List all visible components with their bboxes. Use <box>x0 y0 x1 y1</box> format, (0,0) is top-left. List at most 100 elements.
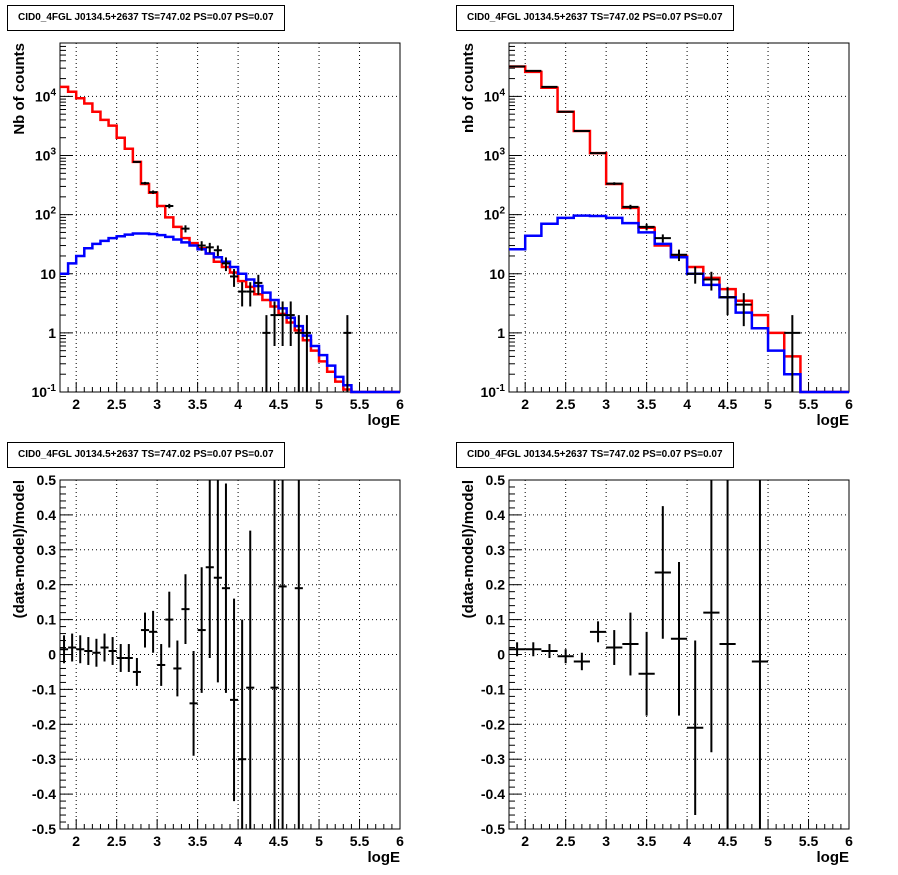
data-point <box>670 562 688 716</box>
x-axis-label: logE <box>368 412 401 429</box>
data-point <box>108 637 117 665</box>
data-point <box>784 315 801 392</box>
x-tick-label: 3.5 <box>188 396 208 412</box>
x-tick-label: 5.5 <box>350 396 370 412</box>
y-tick-label: 0.2 <box>37 577 57 593</box>
data-point <box>589 152 607 155</box>
x-tick-label: 5.5 <box>799 396 819 412</box>
x-tick-label: 2.5 <box>556 833 576 849</box>
plot-pad-residuals-left: CID0_4FGL J0134.5+2637 TS=747.02 PS=0.07… <box>0 437 449 875</box>
x-tick-label: 5 <box>315 396 323 412</box>
x-tick-label: 6 <box>396 396 404 412</box>
y-tick-label: -0.1 <box>32 681 56 697</box>
data-point <box>270 480 279 829</box>
x-tick-label: 5 <box>764 396 772 412</box>
x-tick-label: 4.5 <box>718 396 738 412</box>
data-point <box>589 621 607 643</box>
data-point <box>638 223 655 231</box>
plot-pad-counts-right: CID0_4FGL J0134.5+2637 TS=747.02 PS=0.07… <box>449 0 898 437</box>
data-point <box>181 574 190 645</box>
plot-title: CID0_4FGL J0134.5+2637 TS=747.02 PS=0.07… <box>456 442 734 468</box>
x-tick-label: 2.5 <box>556 396 576 412</box>
data-point <box>68 633 77 662</box>
data-point <box>92 638 101 667</box>
x-tick-label: 5 <box>315 833 323 849</box>
model-source-histogram <box>509 214 849 394</box>
y-axis-label: (data-model)/model <box>11 480 28 618</box>
data-point <box>703 271 720 291</box>
plot-title: CID0_4FGL J0134.5+2637 TS=747.02 PS=0.07… <box>7 442 285 468</box>
data-point <box>149 190 158 194</box>
x-tick-label: 2 <box>521 833 529 849</box>
data-point <box>189 651 198 756</box>
y-tick-label: -0.5 <box>32 821 56 837</box>
y-tick-label: 0 <box>497 647 505 663</box>
y-tick-label: 0.4 <box>486 507 506 523</box>
data-point <box>294 315 303 392</box>
y-tick-label: -0.2 <box>32 716 56 732</box>
data-point <box>205 480 214 658</box>
x-tick-label: 6 <box>396 833 404 849</box>
x-tick-label: 4 <box>234 833 242 849</box>
data-point <box>238 619 247 829</box>
data-point <box>573 652 590 671</box>
x-tick-label: 4 <box>234 396 242 412</box>
data-point <box>278 301 287 346</box>
data-point <box>654 506 671 639</box>
plot-pad-residuals-right: CID0_4FGL J0134.5+2637 TS=747.02 PS=0.07… <box>449 437 898 875</box>
data-point <box>221 483 230 693</box>
data-point <box>703 480 720 753</box>
x-tick-label: 5 <box>764 833 772 849</box>
grid <box>509 43 849 392</box>
data-point <box>687 266 704 284</box>
data-point <box>140 181 150 185</box>
data-point <box>622 612 639 676</box>
data-point <box>213 480 222 683</box>
x-tick-label: 2.5 <box>107 396 127 412</box>
x-tick-label: 3.5 <box>637 833 657 849</box>
data-point <box>149 610 158 653</box>
x-tick-label: 3 <box>153 396 161 412</box>
data-point <box>525 642 542 657</box>
data-points <box>509 480 769 829</box>
data-point <box>541 644 558 658</box>
data-point <box>735 293 752 327</box>
data-point <box>509 642 526 657</box>
y-tick-label: 102 <box>35 206 57 223</box>
y-tick-label: 1 <box>48 325 56 341</box>
data-point <box>719 480 736 829</box>
data-point <box>302 315 311 392</box>
data-point <box>100 633 109 662</box>
data-point <box>197 567 206 693</box>
data-point <box>157 644 166 686</box>
y-axis-label: Nb of counts <box>11 43 28 135</box>
data-point <box>606 630 623 665</box>
data-point <box>132 657 141 686</box>
x-axis-label: logE <box>817 412 850 429</box>
x-tick-label: 6 <box>845 396 853 412</box>
data-point <box>205 242 214 253</box>
data-point <box>132 160 141 163</box>
y-tick-label: -0.2 <box>481 716 505 732</box>
data-point <box>670 249 688 262</box>
data-point <box>557 110 574 113</box>
x-tick-label: 4.5 <box>718 833 738 849</box>
x-tick-label: 2 <box>72 396 80 412</box>
x-tick-label: 3.5 <box>637 396 657 412</box>
y-tick-label: 10 <box>40 266 56 282</box>
data-point <box>606 182 623 186</box>
data-point <box>213 245 222 256</box>
x-axis-label: logE <box>817 849 850 866</box>
y-tick-label: -0.4 <box>32 786 56 802</box>
data-point <box>294 480 303 829</box>
y-tick-label: 0.1 <box>37 612 57 628</box>
data-point <box>165 591 174 648</box>
y-tick-label: 0.3 <box>486 542 506 558</box>
y-tick-label: 104 <box>35 87 57 104</box>
x-tick-label: 2 <box>521 396 529 412</box>
y-tick-label: 1 <box>497 325 505 341</box>
y-tick-label: 0.3 <box>37 542 57 558</box>
x-tick-label: 3 <box>602 396 610 412</box>
